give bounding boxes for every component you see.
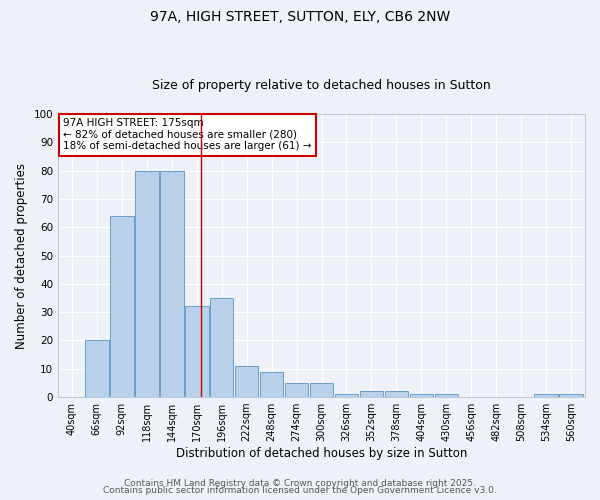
Bar [135,170,158,397]
Bar [160,170,184,397]
Bar [110,216,134,397]
Bar [85,340,109,397]
Bar [385,392,409,397]
Bar [359,392,383,397]
X-axis label: Distribution of detached houses by size in Sutton: Distribution of detached houses by size … [176,447,467,460]
Bar [559,394,583,397]
Bar [185,306,209,397]
Title: Size of property relative to detached houses in Sutton: Size of property relative to detached ho… [152,79,491,92]
Bar [310,383,334,397]
Text: 97A HIGH STREET: 175sqm
← 82% of detached houses are smaller (280)
18% of semi-d: 97A HIGH STREET: 175sqm ← 82% of detache… [64,118,312,152]
Bar [434,394,458,397]
Text: 97A, HIGH STREET, SUTTON, ELY, CB6 2NW: 97A, HIGH STREET, SUTTON, ELY, CB6 2NW [150,10,450,24]
Bar [335,394,358,397]
Bar [235,366,259,397]
Text: Contains public sector information licensed under the Open Government Licence v3: Contains public sector information licen… [103,486,497,495]
Text: Contains HM Land Registry data © Crown copyright and database right 2025.: Contains HM Land Registry data © Crown c… [124,478,476,488]
Bar [210,298,233,397]
Bar [410,394,433,397]
Bar [284,383,308,397]
Bar [260,372,283,397]
Bar [535,394,558,397]
Y-axis label: Number of detached properties: Number of detached properties [15,162,28,348]
